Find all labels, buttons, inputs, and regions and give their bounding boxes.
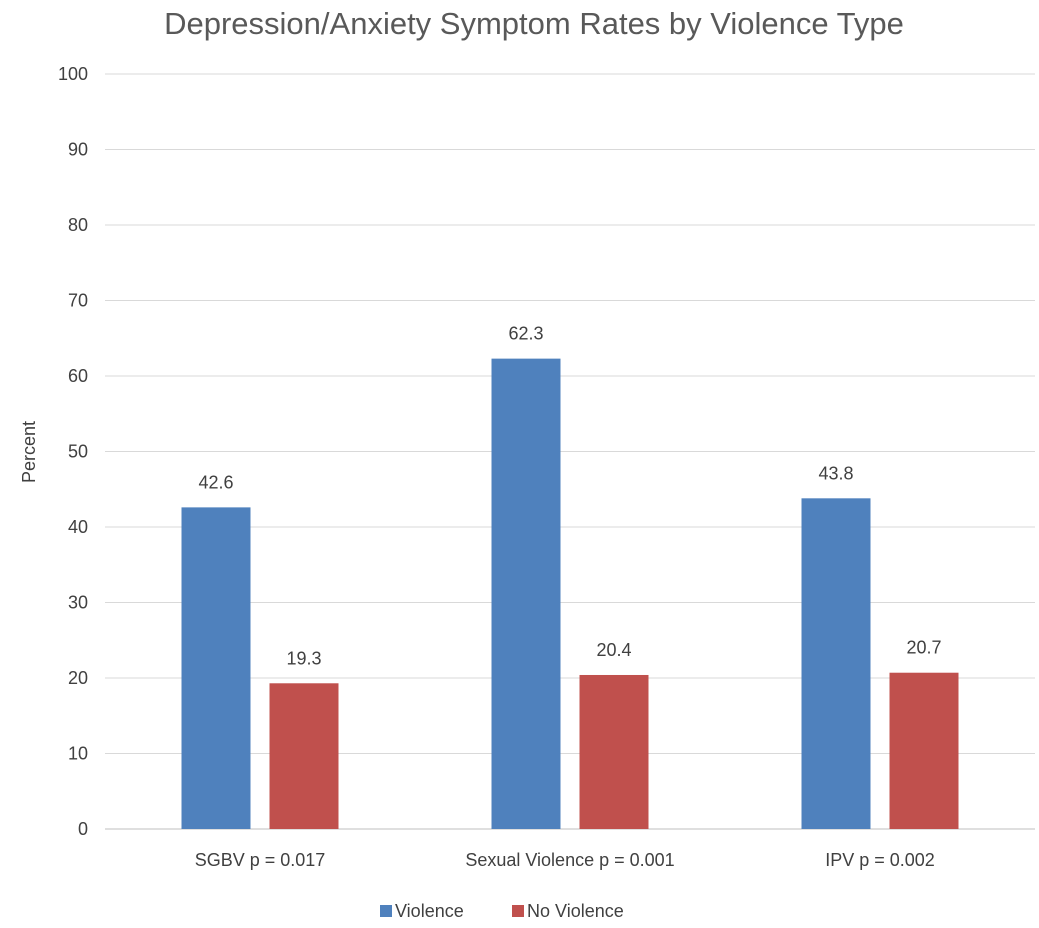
gridlines [105,73,1035,830]
bar-no-violence [269,683,339,829]
x-category-label: IPV p = 0.002 [825,850,935,870]
chart-title: Depression/Anxiety Symptom Rates by Viol… [164,6,904,41]
y-tick-label: 50 [68,442,88,462]
data-label: 19.3 [286,648,321,668]
legend-label: No Violence [527,901,624,921]
bar-violence [181,507,251,829]
y-tick-label: 30 [68,593,88,613]
data-label: 42.6 [198,472,233,492]
data-label: 43.8 [818,463,853,483]
y-tick-label: 90 [68,140,88,160]
x-category-label: Sexual Violence p = 0.001 [465,850,674,870]
y-axis-ticks: 0 10 20 30 40 50 60 70 80 90 100 [58,64,88,839]
bars [181,358,959,829]
y-tick-label: 40 [68,517,88,537]
bar-no-violence [579,674,649,829]
y-tick-label: 0 [78,819,88,839]
y-tick-label: 100 [58,64,88,84]
data-label: 62.3 [508,324,543,344]
y-tick-label: 60 [68,366,88,386]
y-tick-label: 70 [68,291,88,311]
data-label: 20.7 [906,638,941,658]
y-tick-label: 80 [68,215,88,235]
data-labels: 42.6 19.3 62.3 20.4 43.8 20.7 [198,324,941,669]
bar-no-violence [889,672,959,829]
bar-violence [801,498,871,829]
legend: Violence No Violence [380,901,624,921]
x-category-label: SGBV p = 0.017 [195,850,326,870]
x-axis-categories: SGBV p = 0.017 Sexual Violence p = 0.001 I… [195,850,935,870]
bar-violence [491,358,561,829]
data-label: 20.4 [596,640,631,660]
legend-label: Violence [395,901,464,921]
y-tick-label: 20 [68,668,88,688]
y-axis-title: Percent [19,421,39,483]
legend-swatch [380,905,392,917]
y-tick-label: 10 [68,744,88,764]
legend-swatch [512,905,524,917]
